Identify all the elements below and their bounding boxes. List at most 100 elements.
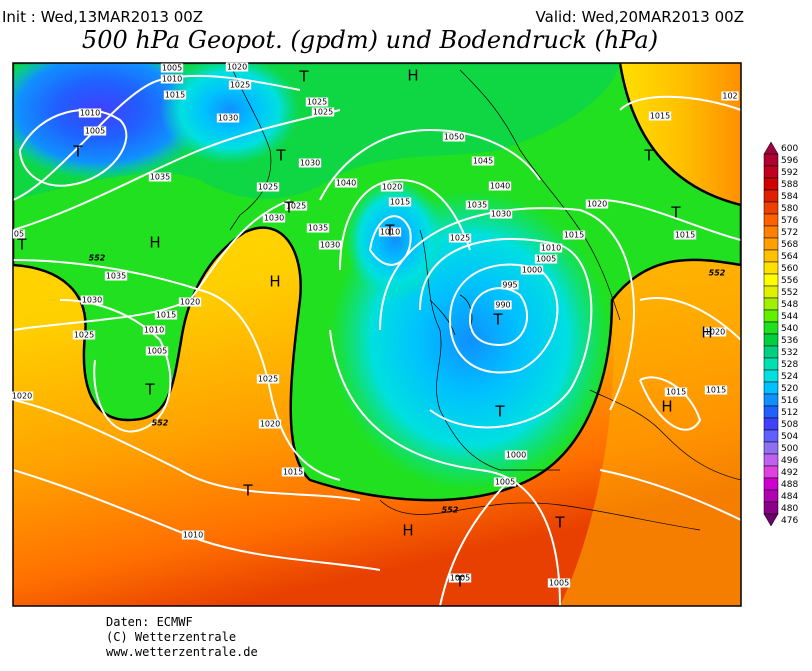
colorbar-label: 564 [781, 252, 798, 262]
isobar-label-bg [311, 107, 335, 117]
isobar-label-bg [448, 573, 472, 583]
pressure-center: T [242, 482, 253, 500]
isobar-label: 1020 [180, 298, 200, 307]
isobar-label: 1015 [156, 311, 176, 320]
colorbar-swatch [763, 273, 779, 287]
isobar-label-bg [501, 280, 519, 290]
colorbar-label: 484 [781, 492, 798, 502]
isobar-label-bg [489, 209, 513, 219]
isobar-label-bg [142, 325, 166, 335]
map-area [13, 63, 741, 606]
pressure-center: T [670, 204, 681, 222]
isobar-label-bg [225, 62, 249, 72]
pressure-center: H [661, 398, 672, 416]
isobar-label-bg [284, 201, 308, 211]
footer-line: Daten: ECMWF [106, 615, 193, 629]
footer-line: (C) Wetterzentrale [106, 630, 236, 644]
isobar-label-bg [448, 233, 472, 243]
colorbar-swatch [763, 321, 779, 335]
colorbar-cap [763, 141, 779, 155]
colorbar-label: 568 [781, 240, 798, 250]
colorbar-swatch [763, 429, 779, 443]
isobar-label: 1015 [650, 112, 670, 121]
isobar-label: 1020 [382, 183, 402, 192]
colorbar-label: 488 [781, 480, 798, 490]
isobar-label-bg [78, 108, 102, 118]
isobar-label: 1025 [313, 108, 333, 117]
isobar-label-bg [160, 74, 184, 84]
isobar-label: 1005 [450, 574, 470, 583]
contour-label: 552 [152, 419, 169, 428]
colorbar-label: 552 [781, 288, 798, 298]
isobar-label: 1015 [675, 231, 695, 240]
isobar-label: 1020 [587, 200, 607, 209]
isobar-label-bg [547, 578, 571, 588]
colorbar-cap [763, 513, 779, 527]
colorbar-label: 572 [781, 228, 798, 238]
isobar-label: 1005 [536, 255, 556, 264]
isobar-label: 1025 [450, 234, 470, 243]
colorbar-label: 576 [781, 216, 798, 226]
isobar-label-bg [258, 419, 282, 429]
isobar-label-bg [703, 327, 727, 337]
isobar-label-bg [305, 97, 329, 107]
colorbar-swatch [763, 357, 779, 371]
colorbar-label: 528 [781, 360, 798, 370]
pressure-center: H [407, 67, 418, 85]
isobar-label: 1030 [300, 159, 320, 168]
pressure-center: T [492, 311, 503, 329]
init-time: Init : Wed,13MAR2013 00Z [2, 8, 203, 26]
colorbar-swatch [763, 189, 779, 203]
isobar-label: 1040 [490, 182, 510, 191]
colorbar-label: 548 [781, 300, 798, 310]
isobar-label: 1010 [162, 75, 182, 84]
colorbar-swatch [763, 237, 779, 251]
isobar-label: 1040 [336, 179, 356, 188]
isobar-label: 1025 [307, 98, 327, 107]
isobar-label-bg [72, 330, 96, 340]
isobar-label-bg [83, 126, 107, 136]
isobar-label: 1005 [495, 478, 515, 487]
colorbar-swatch [763, 297, 779, 311]
pressure-center: T [494, 403, 505, 421]
colorbar-label: 536 [781, 336, 798, 346]
isobar-label-bg [154, 310, 178, 320]
isobar-label-bg [306, 223, 330, 233]
isobar-label: 1030 [264, 214, 284, 223]
isobar-label: 1010 [183, 531, 203, 540]
isobar-label-bg [465, 200, 489, 210]
colorbar-label: 544 [781, 312, 798, 322]
isobar-label: 1050 [444, 133, 464, 142]
colorbar-label: 540 [781, 324, 798, 334]
warm-se [560, 250, 741, 606]
isobar-label-bg [562, 230, 586, 240]
colorbar-swatch [763, 465, 779, 479]
isobar-label: 1035 [467, 201, 487, 210]
pressure-center: T [72, 143, 83, 161]
contour-label: 552 [442, 506, 459, 515]
colorbar-swatch [763, 369, 779, 383]
isobar-label: 1015 [165, 91, 185, 100]
colorbar-label: 592 [781, 168, 798, 178]
low-nw [13, 63, 210, 180]
isobar-label-bg [80, 295, 104, 305]
colorbar-label: 560 [781, 264, 798, 274]
isobar-label: 1000 [522, 266, 542, 275]
colorbar-swatch [763, 177, 779, 191]
isobar-label-bg [534, 254, 558, 264]
isobar-label: 1045 [473, 157, 493, 166]
colorbar-label: 580 [781, 204, 798, 214]
isobar-label: 102 [722, 92, 737, 101]
isobar-label-bg [12, 229, 26, 239]
isobar-label-bg [648, 111, 672, 121]
colorbar-label: 512 [781, 408, 798, 418]
colorbar-swatch [763, 477, 779, 491]
colorbar-swatch [763, 285, 779, 299]
isobar-label: 1015 [706, 386, 726, 395]
isobar-label: 1035 [106, 272, 126, 281]
isobar-label-bg [318, 240, 342, 250]
map-title: 500 hPa Geopot. (gpdm) und Bodendruck (h… [82, 26, 658, 54]
isobar-label: 1030 [491, 210, 511, 219]
colorbar-swatch [763, 417, 779, 431]
isobars [13, 74, 741, 606]
